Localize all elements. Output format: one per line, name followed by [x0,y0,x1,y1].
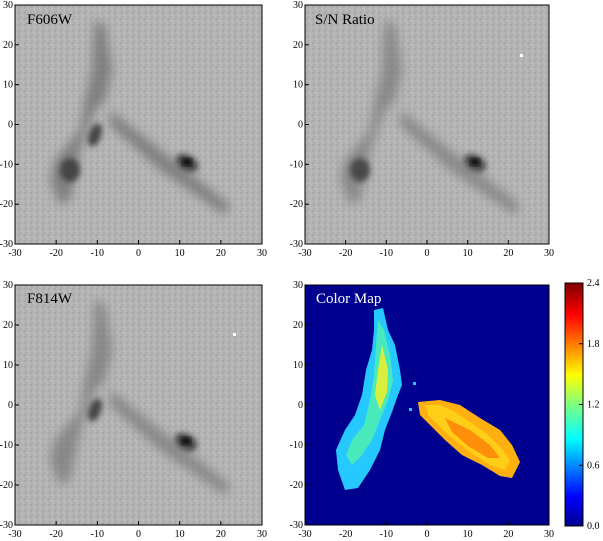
x-tick-label: 0 [425,248,430,259]
y-tick-label: 30 [3,0,13,11]
y-tick-label: -20 [290,480,303,491]
colorbar-tick-label: 0.0 [587,521,600,532]
x-tick-label: -10 [91,529,104,540]
x-tick-label: -20 [49,248,62,259]
y-tick-label: 20 [3,320,13,331]
x-tick-label: -20 [339,529,352,540]
x-tick-label: 20 [216,248,226,259]
y-tick-label: 30 [3,280,13,291]
panel-axes: -30 -20 -10 0 10 20 30 30 20 10 0 -10 -20 -30 [0,280,267,540]
x-tick-label: 10 [463,248,473,259]
colorbar-ticks: 2.4 1.8 1.2 0.6 0.0 [579,278,600,532]
panel-color-map: Color Map [304,284,550,526]
y-tick-label: -30 [0,520,13,531]
x-tick-label: 20 [216,529,226,540]
panel-axes: -30 -20 -10 0 10 20 30 30 20 10 0 -10 -20 -30 [0,0,267,259]
panel-title: F606W [27,12,73,28]
y-tick-label: -10 [0,159,13,170]
panel-axes: -30 -20 -10 0 10 20 30 30 20 10 0 -10 -20 -30 [290,280,554,540]
panel-f814w: F814W [14,284,263,526]
y-tick-label: 30 [293,0,303,11]
x-tick-label: -20 [339,248,352,259]
y-tick-label: -20 [290,199,303,210]
x-tick-label: 30 [544,248,554,259]
panel-title: Color Map [316,291,381,307]
y-tick-label: 0 [8,120,13,131]
x-tick-label: -30 [298,248,311,259]
y-tick-label: 10 [3,360,13,371]
x-tick-label: 30 [257,248,267,259]
panel-f606w: F606W [14,4,263,245]
x-tick-label: -30 [8,248,21,259]
y-tick-label: 20 [293,320,303,331]
x-tick-label: 20 [503,248,513,259]
x-tick-label: -10 [380,248,393,259]
x-tick-label: 20 [503,529,513,540]
colorbar-tick-label: 0.6 [587,460,600,471]
y-tick-label: -30 [290,520,303,531]
y-tick-label: 0 [298,120,303,131]
y-tick-label: -20 [0,199,13,210]
y-tick-label: 10 [293,80,303,91]
colorbar: 2.4 1.8 1.2 0.6 0.0 [564,278,600,532]
x-tick-label: -30 [8,529,21,540]
y-tick-label: 0 [8,400,13,411]
colorbar-tick-label: 1.2 [587,400,600,411]
x-tick-label: 10 [463,529,473,540]
x-tick-label: -30 [298,529,311,540]
x-tick-label: 0 [425,529,430,540]
y-tick-label: -30 [0,239,13,250]
panel-axes: -30 -20 -10 0 10 20 30 30 20 10 0 -10 -20 -30 [290,0,554,259]
y-tick-label: -10 [290,159,303,170]
panel-title: F814W [27,291,73,307]
y-tick-label: 0 [298,400,303,411]
x-tick-label: -20 [49,529,62,540]
y-tick-label: 10 [3,80,13,91]
panel-title: S/N Ratio [315,12,375,28]
y-tick-label: -30 [290,239,303,250]
panel-sn-ratio: S/N Ratio [304,4,550,245]
y-tick-label: 20 [3,40,13,51]
x-tick-label: 10 [175,529,185,540]
x-tick-label: 30 [544,529,554,540]
y-tick-label: -10 [0,440,13,451]
x-tick-label: -10 [380,529,393,540]
x-tick-label: -10 [91,248,104,259]
x-tick-label: 0 [136,248,141,259]
colorbar-tick-label: 2.4 [587,278,600,289]
y-tick-label: 30 [293,280,303,291]
y-tick-label: -10 [290,440,303,451]
colorbar-tick-label: 1.8 [587,339,600,350]
y-tick-label: 20 [293,40,303,51]
x-tick-label: 10 [175,248,185,259]
x-tick-label: 30 [257,529,267,540]
x-tick-label: 0 [136,529,141,540]
y-tick-label: -20 [0,480,13,491]
y-tick-label: 10 [293,360,303,371]
